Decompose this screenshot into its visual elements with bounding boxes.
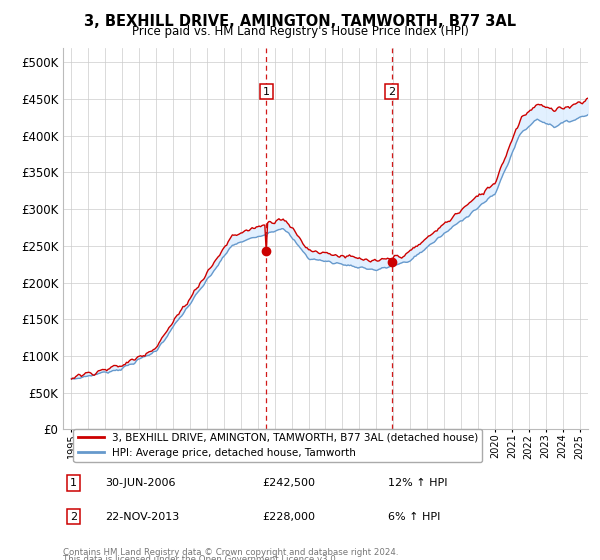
Text: 6% ↑ HPI: 6% ↑ HPI <box>389 512 441 521</box>
Text: 2: 2 <box>70 512 77 521</box>
Text: 2: 2 <box>388 87 395 97</box>
Text: 3, BEXHILL DRIVE, AMINGTON, TAMWORTH, B77 3AL: 3, BEXHILL DRIVE, AMINGTON, TAMWORTH, B7… <box>84 14 516 29</box>
Text: Price paid vs. HM Land Registry's House Price Index (HPI): Price paid vs. HM Land Registry's House … <box>131 25 469 38</box>
Text: £228,000: £228,000 <box>263 512 316 521</box>
Text: 22-NOV-2013: 22-NOV-2013 <box>105 512 179 521</box>
Text: £242,500: £242,500 <box>263 478 316 488</box>
Text: 12% ↑ HPI: 12% ↑ HPI <box>389 478 448 488</box>
Text: 30-JUN-2006: 30-JUN-2006 <box>105 478 176 488</box>
Text: 1: 1 <box>263 87 270 97</box>
Text: This data is licensed under the Open Government Licence v3.0.: This data is licensed under the Open Gov… <box>63 556 338 560</box>
Legend: 3, BEXHILL DRIVE, AMINGTON, TAMWORTH, B77 3AL (detached house), HPI: Average pri: 3, BEXHILL DRIVE, AMINGTON, TAMWORTH, B7… <box>73 429 482 462</box>
Text: 1: 1 <box>70 478 77 488</box>
Text: Contains HM Land Registry data © Crown copyright and database right 2024.: Contains HM Land Registry data © Crown c… <box>63 548 398 557</box>
